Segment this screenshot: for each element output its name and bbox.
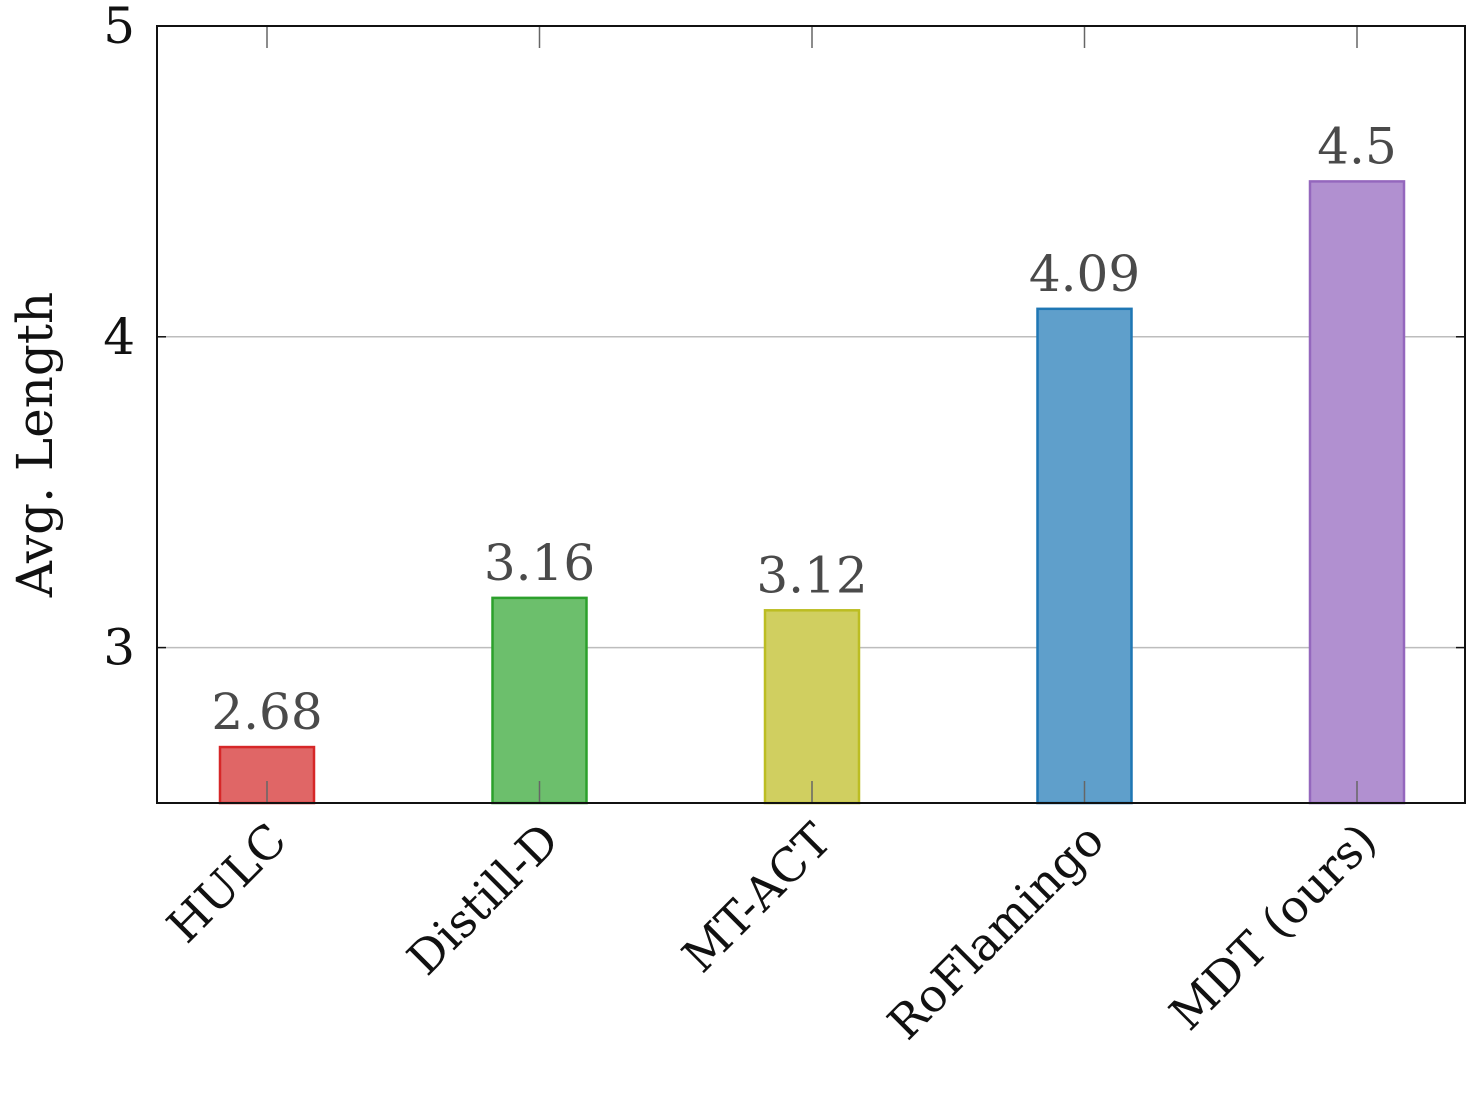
y-tick-label: 3 bbox=[103, 619, 135, 677]
x-tick-label: MT-ACT bbox=[672, 812, 842, 982]
bar-value-label: 3.16 bbox=[484, 534, 595, 592]
y-axis-title: Avg. Length bbox=[6, 292, 64, 598]
bar-value-label: 4.09 bbox=[1029, 245, 1140, 303]
bar-value-label: 4.5 bbox=[1317, 117, 1397, 175]
plot-frame bbox=[156, 25, 1466, 804]
bar-value-labels: 2.68 3.16 3.12 4.09 4.5 bbox=[211, 117, 1396, 741]
x-tick-label: RoFlamingo bbox=[877, 813, 1114, 1050]
bars bbox=[218, 180, 1406, 805]
x-tick-labels: HULC Distill-D MT-ACT RoFlamingo MDT (ours) bbox=[156, 812, 1386, 1049]
x-tick-label: MDT (ours) bbox=[1159, 813, 1387, 1041]
y-tick-label: 4 bbox=[103, 308, 135, 366]
bar bbox=[1308, 180, 1406, 805]
bar bbox=[491, 596, 588, 805]
bar bbox=[1036, 307, 1133, 805]
y-tick-labels: 3 4 5 bbox=[103, 0, 135, 677]
bar-value-label: 2.68 bbox=[211, 683, 322, 741]
x-tick-label: Distill-D bbox=[397, 813, 570, 986]
bar-value-label: 3.12 bbox=[756, 546, 867, 604]
y-tick-label: 5 bbox=[103, 0, 135, 55]
bar bbox=[763, 609, 861, 805]
x-tick-label: HULC bbox=[156, 813, 296, 953]
